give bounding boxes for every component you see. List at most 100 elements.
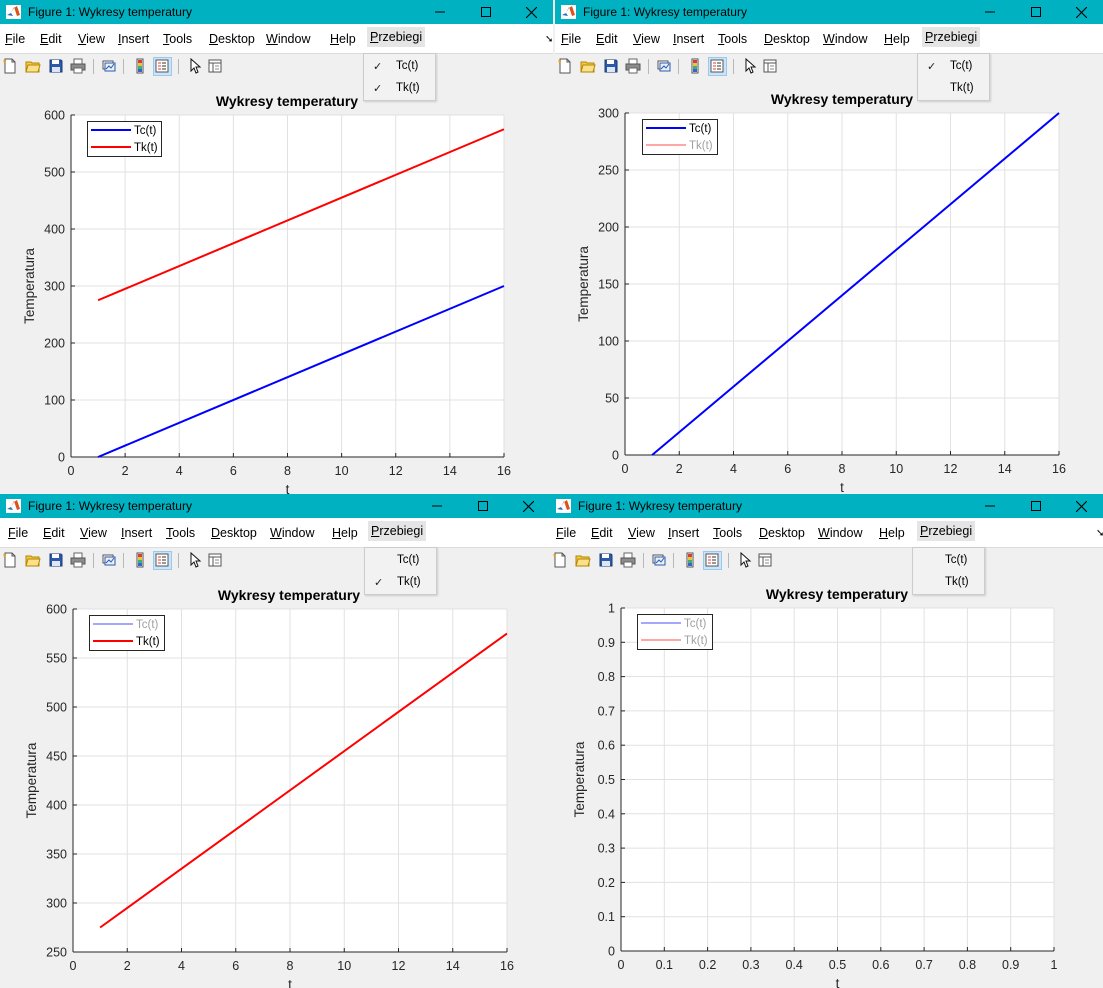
- edit-plot-icon[interactable]: [187, 551, 203, 568]
- maximize-button[interactable]: [1014, 494, 1058, 518]
- close-button[interactable]: [506, 494, 550, 518]
- minimize-button[interactable]: [968, 0, 1012, 24]
- close-button[interactable]: [509, 0, 553, 24]
- legend-icon[interactable]: [153, 551, 172, 570]
- menu-przebiegi[interactable]: Przebiegi: [367, 27, 426, 47]
- new-figure-icon[interactable]: [2, 552, 18, 568]
- menu-insert[interactable]: Insert: [118, 32, 150, 46]
- minimize-button[interactable]: [418, 0, 462, 24]
- colorbar-icon[interactable]: [132, 58, 148, 74]
- open-file-icon[interactable]: [25, 58, 41, 74]
- menu-desktop[interactable]: Desktop: [211, 526, 257, 540]
- menu-view[interactable]: View: [80, 526, 107, 540]
- legend-icon[interactable]: [703, 551, 722, 570]
- menu-przebiegi[interactable]: Przebiegi: [368, 521, 427, 541]
- menu-edit[interactable]: Edit: [43, 526, 65, 540]
- axes-plot[interactable]: 0 0.1 0.2 0.3 0.4 0.5 0.6 0.7 0.8 0.9 1 0 0.1 0.2 0.3 0…: [550, 494, 1103, 988]
- series-line-tkt[interactable]: [99, 632, 508, 929]
- property-inspector-icon[interactable]: [207, 552, 223, 568]
- maximize-button[interactable]: [1014, 0, 1058, 24]
- property-inspector-icon[interactable]: [207, 58, 223, 74]
- legend[interactable]: Tc(t) Tk(t): [637, 614, 713, 650]
- menu-window[interactable]: Window: [270, 526, 315, 540]
- menu-edit[interactable]: Edit: [40, 32, 62, 46]
- menu-tools[interactable]: Tools: [718, 32, 748, 46]
- link-plot-icon[interactable]: [101, 552, 117, 568]
- link-plot-icon[interactable]: [656, 58, 672, 74]
- menu-item-tct[interactable]: ✓ Tc(t): [364, 56, 435, 78]
- menu-file[interactable]: File: [5, 32, 26, 46]
- maximize-button[interactable]: [461, 494, 505, 518]
- print-icon[interactable]: [620, 552, 636, 568]
- menu-przebiegi[interactable]: Przebiegi: [917, 521, 976, 541]
- link-plot-icon[interactable]: [101, 58, 117, 74]
- menu-insert[interactable]: Insert: [121, 526, 153, 540]
- print-icon[interactable]: [70, 552, 86, 568]
- legend[interactable]: Tc(t) Tk(t): [87, 121, 162, 157]
- menu-item-tct[interactable]: Tc(t): [365, 550, 436, 572]
- close-button[interactable]: [1059, 0, 1103, 24]
- new-figure-icon[interactable]: [2, 58, 18, 74]
- menu-insert[interactable]: Insert: [668, 526, 700, 540]
- menu-window[interactable]: Window: [818, 526, 863, 540]
- title-bar[interactable]: Figure 1: Wykresy temperatury: [0, 0, 553, 24]
- save-icon[interactable]: [48, 552, 64, 568]
- series-line-tct[interactable]: [97, 285, 505, 458]
- edit-plot-icon[interactable]: [742, 57, 758, 74]
- menu-tools[interactable]: Tools: [166, 526, 196, 540]
- menu-help[interactable]: Help: [330, 32, 356, 46]
- menu-desktop[interactable]: Desktop: [764, 32, 810, 46]
- menu-help[interactable]: Help: [884, 32, 910, 46]
- menu-help[interactable]: Help: [879, 526, 905, 540]
- title-bar[interactable]: Figure 1: Wykresy temperatury: [555, 0, 1103, 24]
- menu-tools[interactable]: Tools: [713, 526, 743, 540]
- menu-item-tkt[interactable]: Tk(t): [918, 78, 989, 100]
- menu-overflow-icon[interactable]: ➘: [1096, 528, 1103, 539]
- menu-insert[interactable]: Insert: [673, 32, 705, 46]
- menu-view[interactable]: View: [633, 32, 660, 46]
- menu-desktop[interactable]: Desktop: [759, 526, 805, 540]
- menu-tools[interactable]: Tools: [163, 32, 193, 46]
- legend[interactable]: Tc(t) Tk(t): [642, 119, 718, 155]
- legend-icon[interactable]: [708, 57, 727, 76]
- legend[interactable]: Tc(t) Tk(t): [89, 615, 165, 651]
- maximize-button[interactable]: [464, 0, 508, 24]
- minimize-button[interactable]: [968, 494, 1012, 518]
- save-icon[interactable]: [48, 58, 64, 74]
- menu-window[interactable]: Window: [266, 32, 311, 46]
- menu-item-tct[interactable]: Tc(t): [913, 550, 984, 572]
- minimize-button[interactable]: [415, 494, 459, 518]
- new-figure-icon[interactable]: [552, 552, 568, 568]
- axes-plot[interactable]: 0 2 4 6 8 10 12 14 16 0 50 100 150 200 250 300 Wykresy t…: [555, 0, 1103, 494]
- menu-help[interactable]: Help: [332, 526, 358, 540]
- edit-plot-icon[interactable]: [187, 57, 203, 74]
- new-figure-icon[interactable]: [557, 58, 573, 74]
- property-inspector-icon[interactable]: [762, 58, 778, 74]
- menu-item-tkt[interactable]: ✓ Tk(t): [365, 572, 436, 594]
- series-line-tkt[interactable]: [97, 128, 505, 302]
- menu-edit[interactable]: Edit: [591, 526, 613, 540]
- open-file-icon[interactable]: [575, 552, 591, 568]
- menu-file[interactable]: File: [561, 32, 582, 46]
- save-icon[interactable]: [598, 552, 614, 568]
- menu-przebiegi[interactable]: Przebiegi: [922, 27, 981, 47]
- link-plot-icon[interactable]: [651, 552, 667, 568]
- series-line-tct[interactable]: [651, 112, 1060, 456]
- axes-plot[interactable]: 0 2 4 6 8 10 12 14 16 0 100 200 300 400 500 600 Wykresy …: [0, 0, 553, 494]
- menu-overflow-icon[interactable]: ➘: [545, 34, 553, 45]
- open-file-icon[interactable]: [25, 552, 41, 568]
- colorbar-icon[interactable]: [682, 552, 698, 568]
- colorbar-icon[interactable]: [132, 552, 148, 568]
- legend-icon[interactable]: [153, 57, 172, 76]
- menu-item-tkt[interactable]: ✓ Tk(t): [364, 78, 435, 100]
- property-inspector-icon[interactable]: [757, 552, 773, 568]
- menu-desktop[interactable]: Desktop: [209, 32, 255, 46]
- menu-file[interactable]: File: [8, 526, 29, 540]
- edit-plot-icon[interactable]: [737, 551, 753, 568]
- close-button[interactable]: [1059, 494, 1103, 518]
- colorbar-icon[interactable]: [687, 58, 703, 74]
- print-icon[interactable]: [625, 58, 641, 74]
- title-bar[interactable]: Figure 1: Wykresy temperatury: [0, 494, 550, 518]
- save-icon[interactable]: [603, 58, 619, 74]
- menu-file[interactable]: File: [556, 526, 577, 540]
